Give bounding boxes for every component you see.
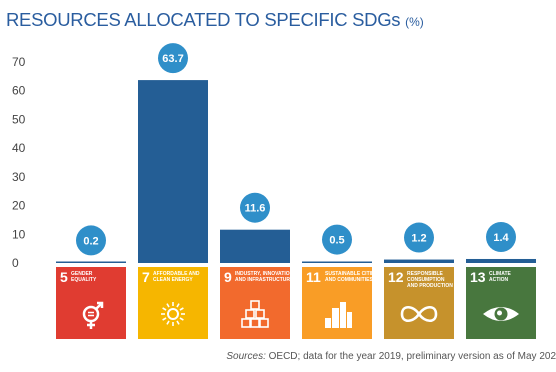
eye-earth-icon [483,307,519,321]
sdg-name-line: CLEAN ENERGY [153,277,193,283]
sdg-tile-background [384,267,454,339]
sdg-name-line: AFFORDABLE AND [153,271,200,277]
bar [220,229,290,263]
data-label: 0.2 [83,235,98,247]
y-tick-label: 10 [12,227,26,241]
y-tick-label: 20 [12,199,26,213]
chart-title: RESOURCES ALLOCATED TO SPECIFIC SDGs (%) [6,9,424,31]
data-label: 1.2 [411,233,426,245]
infinity-icon [400,305,438,323]
bar-series: 0.2 63.7 11.6 0.5 1.2 1.4 [56,43,536,263]
city-icon [325,302,352,328]
bar [56,261,126,263]
y-tick-label: 40 [12,141,26,155]
sdg-name-line: INDUSTRY, INNOVATION [235,271,294,277]
chart-title-unit: (%) [405,15,424,29]
data-label: 1.4 [493,232,509,244]
sdg-number: 9 [224,269,232,285]
data-label-badge [404,222,434,253]
sdg-number: 5 [60,269,68,285]
y-axis: 0 10 20 30 40 50 60 70 [12,55,26,270]
y-tick-label: 60 [12,84,26,98]
bar [466,258,536,263]
source-note: Sources: OECD; data for the year 2019, p… [226,351,556,362]
sdg-name-line: CLIMATE [489,271,512,277]
sdg-name-line: RESPONSIBLE [407,271,444,277]
sdg-name-line: AND INFRASTRUCTURE [235,277,294,283]
chart-title-main: RESOURCES ALLOCATED TO SPECIFIC SDGs [6,9,401,30]
sdg-name-line: GENDER [71,271,93,277]
source-text: OECD; data for the year 2019, preliminar… [268,351,556,362]
cubes-icon [241,300,269,328]
y-tick-label: 30 [12,170,26,184]
data-label: 63.7 [162,53,183,65]
sun-icon [161,302,185,326]
sdg-name-line: CONSUMPTION [407,277,445,283]
data-label-badge [486,221,516,252]
sdg-number: 13 [470,269,486,285]
sdg-name-line: EQUALITY [71,277,97,283]
sdg-name-line: ACTION [489,277,509,283]
sdg-number: 12 [388,269,404,285]
sdg-tile-background [466,267,536,339]
data-label: 0.5 [329,235,344,247]
sdg-number: 11 [306,269,321,285]
data-label: 11.6 [245,203,266,215]
data-label-badge [322,224,352,255]
source-label: Sources: [226,351,266,362]
sdg-number: 7 [142,269,150,285]
bar [384,259,454,263]
y-tick-label: 50 [12,112,26,126]
sdg-name-line: SUSTAINABLE CITIES [325,271,378,277]
sdg-name-line: AND COMMUNITIES [325,277,373,283]
data-label-badge [240,192,270,223]
sdg-name-line: AND PRODUCTION [407,283,453,289]
y-tick-label: 0 [12,256,19,270]
bar [302,261,372,263]
gender-equality-icon [82,301,104,329]
data-label-badge [158,43,188,74]
bar [138,80,208,263]
data-label-badge [76,225,106,256]
y-tick-label: 70 [12,55,26,69]
